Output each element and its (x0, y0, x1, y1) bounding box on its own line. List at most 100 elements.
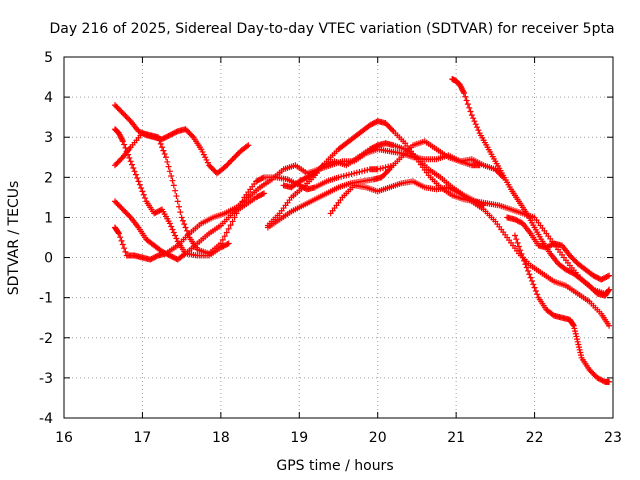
data-point (131, 168, 138, 175)
data-point (458, 84, 465, 91)
data-point (374, 166, 381, 173)
data-point (164, 158, 171, 165)
data-point (527, 274, 534, 281)
data-point (185, 128, 192, 135)
data-point (160, 147, 167, 154)
data-point (123, 210, 130, 217)
data-point (165, 251, 172, 258)
y-tick-label: 0 (44, 251, 53, 267)
y-tick-label: -1 (39, 291, 53, 307)
data-point (589, 285, 596, 292)
data-point (168, 172, 175, 179)
data-point (340, 172, 347, 179)
data-point (115, 202, 122, 209)
data-point (475, 127, 482, 134)
data-point (543, 244, 550, 251)
data-point (590, 272, 597, 279)
data-point (134, 175, 141, 182)
data-point (118, 237, 125, 244)
data-point (603, 273, 610, 280)
data-point (364, 166, 371, 173)
data-point (492, 166, 499, 173)
data-point (594, 374, 601, 381)
data-point (111, 162, 118, 169)
data-point (572, 330, 579, 337)
data-point (462, 93, 469, 100)
data-point (382, 170, 389, 177)
data-point (115, 158, 122, 165)
data-point (356, 168, 363, 175)
data-point (151, 210, 158, 217)
axis-ticks (63, 56, 614, 419)
data-point (522, 261, 529, 268)
data-point (345, 171, 352, 178)
data-point (301, 175, 308, 182)
data-point (301, 185, 308, 192)
data-point (383, 121, 390, 128)
data-point (595, 375, 602, 382)
data-point (343, 172, 350, 179)
data-point (566, 268, 573, 275)
data-point (161, 134, 168, 141)
data-point (534, 291, 541, 298)
data-point (221, 164, 228, 171)
data-point (117, 156, 124, 163)
data-point (372, 143, 379, 150)
data-point (132, 171, 139, 178)
data-point (606, 322, 613, 329)
data-point (574, 338, 581, 345)
data-point (572, 328, 579, 335)
data-point (130, 164, 137, 171)
data-point (599, 377, 606, 384)
data-point (530, 281, 537, 288)
data-point (173, 128, 180, 135)
data-point (168, 253, 175, 260)
x-tick-label: 21 (447, 430, 465, 446)
data-point (296, 178, 303, 185)
data-point (169, 130, 176, 137)
data-point (207, 163, 214, 170)
data-point (494, 168, 501, 175)
data-point (221, 242, 228, 249)
data-point (181, 221, 188, 228)
series-trace-8 (264, 118, 609, 297)
data-point (372, 119, 379, 126)
data-point (521, 257, 528, 264)
data-point (604, 273, 611, 280)
data-point (166, 220, 173, 227)
data-point (368, 121, 375, 128)
data-point (115, 130, 122, 137)
data-point (544, 243, 551, 250)
data-point (370, 120, 377, 127)
data-point (514, 239, 521, 246)
data-point (224, 241, 231, 248)
data-point (351, 170, 358, 177)
data-point (208, 164, 215, 171)
data-point (368, 145, 375, 152)
y-axis-label: SDTVAR / TECUs (6, 181, 22, 296)
data-point (170, 130, 177, 137)
x-tick-labels: 16 17 18 19 20 21 22 23 (55, 430, 622, 446)
data-point (549, 311, 556, 318)
data-point (254, 177, 261, 184)
data-point (572, 257, 579, 264)
data-point (140, 191, 147, 198)
data-point (114, 201, 121, 208)
data-point (122, 144, 129, 151)
data-point (605, 287, 612, 294)
x-axis-label: GPS time / hours (276, 458, 393, 474)
data-point (234, 150, 241, 157)
data-point (229, 156, 236, 163)
data-point (564, 267, 571, 274)
data-point (126, 116, 133, 123)
data-point (153, 209, 160, 216)
data-point (122, 112, 129, 119)
data-point (568, 269, 575, 276)
data-point (260, 190, 267, 197)
series-trace-1 (111, 102, 252, 177)
series-trace-9 (327, 178, 613, 329)
data-point (176, 203, 183, 210)
x-tick-label: 17 (134, 430, 152, 446)
data-point (125, 115, 132, 122)
data-point (379, 164, 386, 171)
